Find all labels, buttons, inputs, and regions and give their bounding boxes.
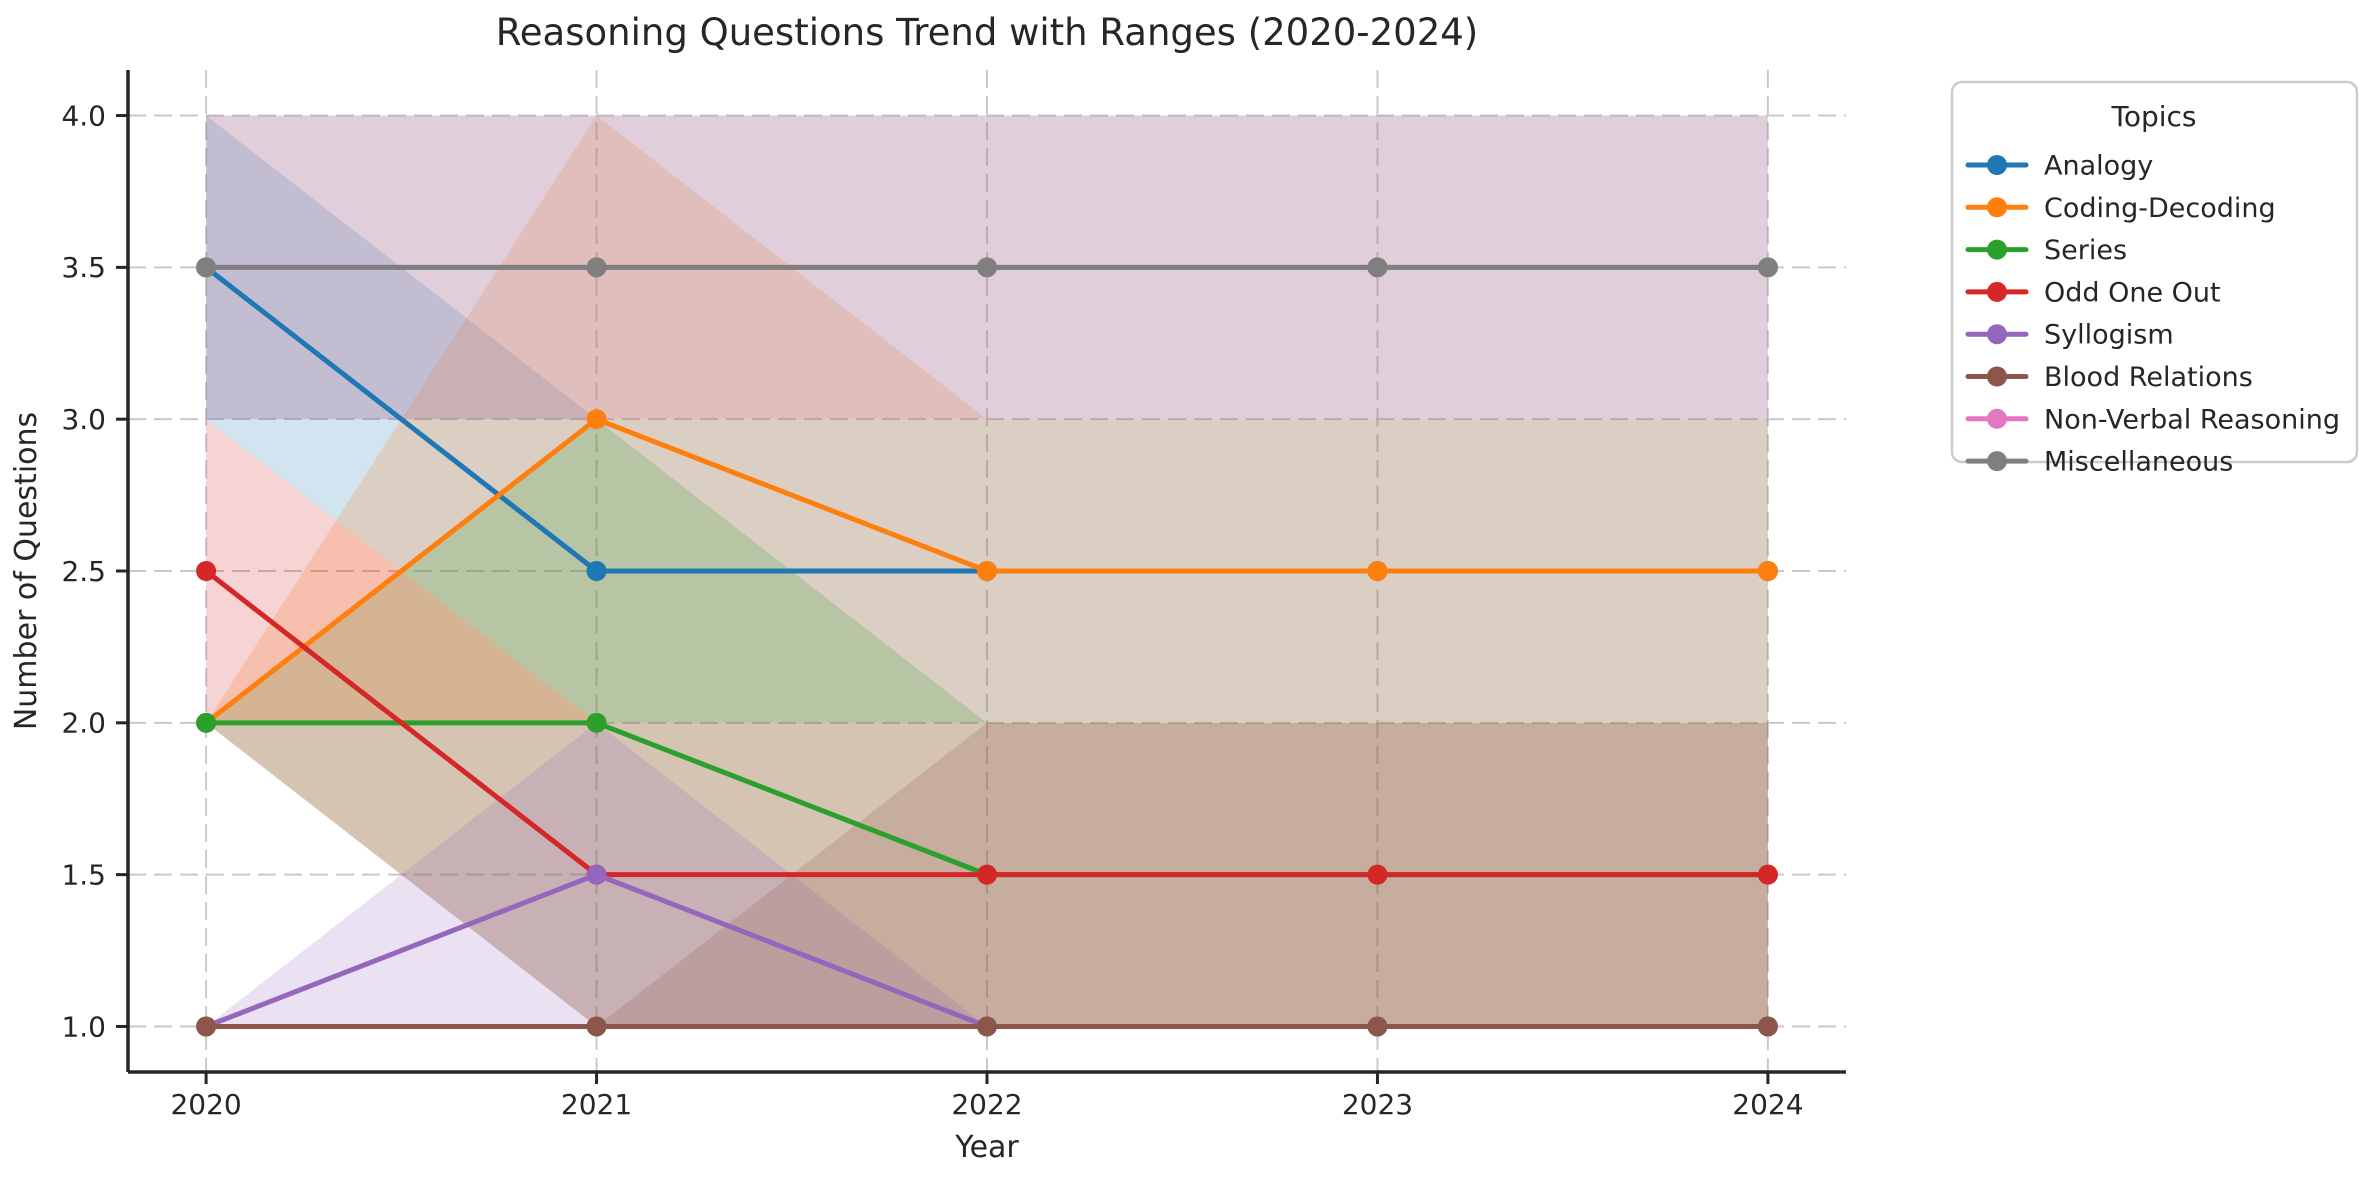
y-tick-label-3.5: 3.5	[61, 251, 106, 284]
x-tick-label-2023: 2023	[1342, 1088, 1413, 1121]
marker-coding-decoding-2021	[586, 409, 607, 430]
legend: Topics Analogy Coding-Decoding Series Odd O…	[1950, 80, 2359, 478]
legend-item-analogy: Analogy	[1965, 150, 2153, 181]
y-tick-label-1.5: 1.5	[61, 858, 106, 891]
legend-swatch-marker-non-verbal-reasoning	[1987, 408, 2007, 429]
marker-blood-relations-2021	[586, 1016, 607, 1037]
legend-label-blood-relations: Blood Relations	[2044, 362, 2253, 393]
marker-blood-relations-2023	[1367, 1016, 1388, 1037]
series-lines	[196, 257, 1778, 1037]
tick-labels: 1.0 1.5 2.0 2.5 3.0 3.5 4.0 2020 2021 2022 2023 202…	[61, 99, 1803, 1121]
marker-coding-decoding-2023	[1367, 561, 1388, 581]
marker-analogy-2021	[586, 561, 607, 581]
legend-swatch-marker-syllogism	[1987, 324, 2007, 345]
x-axis-label: Year	[954, 1130, 1019, 1165]
legend-item-non-verbal-reasoning: Non-Verbal Reasoning	[1965, 404, 2340, 435]
marker-miscellaneous-2020	[196, 257, 217, 278]
marker-miscellaneous-2021	[586, 257, 607, 278]
legend-title: Topics	[2110, 100, 2196, 133]
legend-swatch-marker-blood-relations	[1987, 366, 2007, 387]
legend-swatch-marker-coding-decoding	[1987, 197, 2007, 218]
legend-box	[1950, 80, 2359, 464]
marker-blood-relations-2022	[977, 1016, 997, 1037]
legend-swatch-marker-analogy	[1987, 155, 2007, 175]
legend-item-coding-decoding: Coding-Decoding	[1965, 193, 2276, 224]
range-band-syllogism	[206, 722, 1768, 1027]
marker-series-2021	[586, 712, 607, 733]
legend-swatch-marker-odd-one-out	[1987, 281, 2007, 302]
marker-series-2020	[196, 712, 217, 733]
legend-label-non-verbal-reasoning: Non-Verbal Reasoning	[2044, 404, 2340, 435]
legend-label-miscellaneous: Miscellaneous	[2044, 447, 2233, 478]
x-tick-label-2020: 2020	[170, 1088, 241, 1121]
legend-swatch-marker-series	[1987, 239, 2007, 260]
legend-item-odd-one-out: Odd One Out	[1965, 277, 2221, 308]
legend-label-odd-one-out: Odd One Out	[2044, 277, 2221, 308]
legend-label-coding-decoding: Coding-Decoding	[2044, 193, 2276, 224]
marker-odd-one-out-2024	[1757, 864, 1778, 885]
marker-coding-decoding-2022	[977, 561, 997, 581]
y-tick-label-3.0: 3.0	[61, 403, 106, 436]
marker-odd-one-out-2022	[977, 864, 997, 885]
marker-blood-relations-2024	[1757, 1016, 1778, 1037]
legend-items: Analogy Coding-Decoding Series Odd One Out S…	[1965, 150, 2340, 478]
legend-label-syllogism: Syllogism	[2044, 320, 2174, 351]
chart-title: Reasoning Questions Trend with Ranges (2…	[496, 11, 1479, 54]
marker-blood-relations-2020	[196, 1016, 217, 1037]
marker-miscellaneous-2024	[1757, 257, 1778, 278]
y-tick-label-1.0: 1.0	[61, 1010, 106, 1043]
marker-miscellaneous-2023	[1367, 257, 1388, 278]
legend-swatch-marker-miscellaneous	[1987, 451, 2007, 472]
legend-label-series: Series	[2044, 235, 2127, 266]
legend-item-blood-relations: Blood Relations	[1965, 362, 2253, 393]
y-tick-label-4.0: 4.0	[61, 99, 106, 132]
y-axis-label: Number of Questions	[9, 412, 44, 730]
y-tick-label-2.0: 2.0	[61, 707, 106, 740]
marker-odd-one-out-2020	[196, 561, 217, 581]
x-tick-label-2021: 2021	[561, 1088, 632, 1121]
marker-coding-decoding-2024	[1757, 561, 1778, 581]
legend-item-series: Series	[1965, 235, 2127, 266]
x-tick-label-2024: 2024	[1732, 1088, 1803, 1121]
legend-label-analogy: Analogy	[2044, 150, 2153, 181]
marker-odd-one-out-2023	[1367, 864, 1388, 885]
y-tick-label-2.5: 2.5	[61, 555, 106, 588]
marker-miscellaneous-2022	[977, 257, 997, 278]
legend-item-miscellaneous: Miscellaneous	[1965, 447, 2233, 478]
legend-item-syllogism: Syllogism	[1965, 320, 2174, 351]
axes	[116, 70, 1846, 1084]
x-tick-label-2022: 2022	[951, 1088, 1022, 1121]
marker-syllogism-2021	[586, 864, 607, 885]
